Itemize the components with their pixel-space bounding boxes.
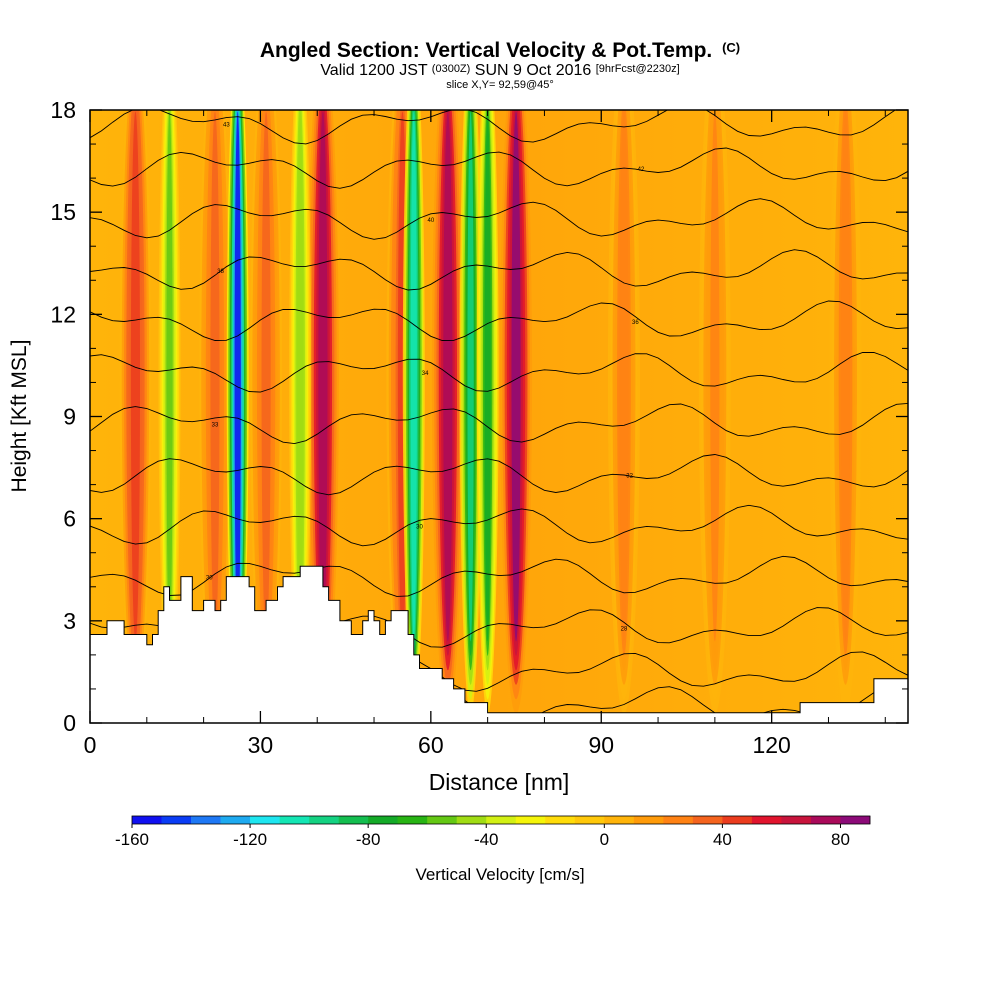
colorbar-swatch	[781, 816, 812, 824]
colorbar-swatch	[250, 816, 280, 824]
colorbar-swatch	[191, 816, 221, 824]
theta-contour	[90, 147, 908, 189]
theta-contour	[90, 110, 897, 145]
y-tick-label: 12	[50, 301, 76, 327]
colorbar-swatch	[368, 816, 398, 824]
theta-contour	[90, 352, 908, 393]
theta-contour	[90, 300, 908, 341]
velocity-field	[119, 110, 862, 714]
updraft-core	[318, 111, 328, 642]
colorbar-swatch	[397, 816, 428, 824]
theta-contour	[90, 454, 908, 496]
downdraft-core	[166, 111, 173, 642]
colorbar-tick-label: -160	[115, 830, 149, 849]
theta-contour	[90, 555, 908, 597]
downdraft-core	[467, 111, 474, 642]
theta-contour	[90, 198, 908, 240]
updraft-core	[619, 111, 629, 642]
colorbar-swatch	[633, 816, 664, 824]
colorbar-swatch	[663, 816, 694, 824]
colorbar-swatch	[486, 816, 517, 824]
x-axis-label: Distance [nm]	[429, 769, 570, 795]
updraft-core	[710, 111, 720, 642]
colorbar-tick-label: -40	[474, 830, 499, 849]
theta-contour-label: 30	[416, 524, 423, 530]
colorbar-tick-label: 80	[831, 830, 850, 849]
updraft-core	[511, 111, 521, 642]
x-tick-label: 60	[418, 732, 444, 758]
downdraft-core	[234, 111, 241, 642]
theta-contour-label: 32	[626, 473, 633, 479]
colorbar-swatch	[574, 816, 605, 824]
y-tick-label: 15	[50, 199, 76, 225]
chart-subtitle: Valid 1200 JST (0300Z) SUN 9 Oct 2016 [9…	[320, 59, 679, 79]
x-tick-label: 0	[84, 732, 97, 758]
theta-contour-label: 38	[217, 269, 224, 275]
theta-contour	[90, 249, 908, 291]
x-tick-label: 90	[588, 732, 614, 758]
y-tick-label: 9	[63, 404, 76, 430]
slice-info: slice X,Y= 92,59@45°	[446, 79, 554, 91]
theta-contour-label: 30	[206, 576, 213, 582]
x-tick-label: 30	[248, 732, 274, 758]
downdraft-core	[484, 111, 491, 642]
y-tick-label: 18	[50, 97, 76, 123]
downdraft-core	[410, 111, 417, 642]
theta-contour-label: 43	[223, 123, 230, 129]
theta-contour-label: 42	[638, 167, 645, 173]
colorbar-swatch	[161, 816, 192, 824]
terrain	[90, 565, 908, 723]
theta-contour	[90, 402, 908, 445]
downdraft-core	[297, 111, 304, 642]
y-tick-label: 3	[63, 608, 76, 634]
theta-contour	[90, 504, 908, 547]
theta-contour-label: 36	[632, 320, 639, 326]
colorbar-swatch	[338, 816, 369, 824]
colorbar-swatch	[456, 816, 487, 824]
updraft-core	[443, 111, 453, 642]
colorbar-tick-label: -80	[356, 830, 381, 849]
theta-contour-label: 34	[422, 371, 429, 377]
y-axis-label: Height [Kft MSL]	[8, 340, 31, 493]
plot-area: 29282830303233343638404243	[90, 110, 908, 723]
theta-contour-label: 40	[427, 218, 434, 224]
colorbar-tick-label: 40	[713, 830, 732, 849]
updraft-core	[130, 111, 141, 642]
colorbar-label: Vertical Velocity [cm/s]	[415, 865, 584, 884]
updraft-core	[261, 111, 271, 642]
colorbar-swatch	[751, 816, 782, 824]
colorbar-tick-label: 0	[600, 830, 609, 849]
colorbar-swatch	[604, 816, 635, 824]
colorbar: -160 -120 -80 -40 0 40 80	[115, 815, 871, 849]
updraft-core	[840, 111, 851, 642]
updraft-core	[210, 111, 220, 642]
colorbar-swatch	[220, 816, 251, 824]
chart-title: Angled Section: Vertical Velocity & Pot.…	[260, 39, 740, 62]
colorbar-swatch	[545, 816, 576, 824]
colorbar-frame	[131, 815, 871, 825]
colorbar-swatch	[810, 816, 841, 824]
y-tick-label: 6	[63, 506, 76, 532]
colorbar-swatch	[722, 816, 753, 824]
colorbar-swatch	[840, 816, 871, 824]
colorbar-swatch	[427, 816, 458, 824]
colorbar-swatch	[692, 816, 723, 824]
theta-contour-label: 28	[621, 627, 628, 633]
theta-contour-label: 33	[212, 422, 219, 428]
colorbar-swatch	[515, 816, 546, 824]
colorbar-swatch	[309, 816, 339, 824]
colorbar-swatch	[132, 816, 162, 824]
colorbar-swatch	[279, 816, 310, 824]
x-tick-label: 120	[752, 732, 790, 758]
colorbar-tick-label: -120	[233, 830, 267, 849]
y-tick-label: 0	[63, 710, 76, 736]
